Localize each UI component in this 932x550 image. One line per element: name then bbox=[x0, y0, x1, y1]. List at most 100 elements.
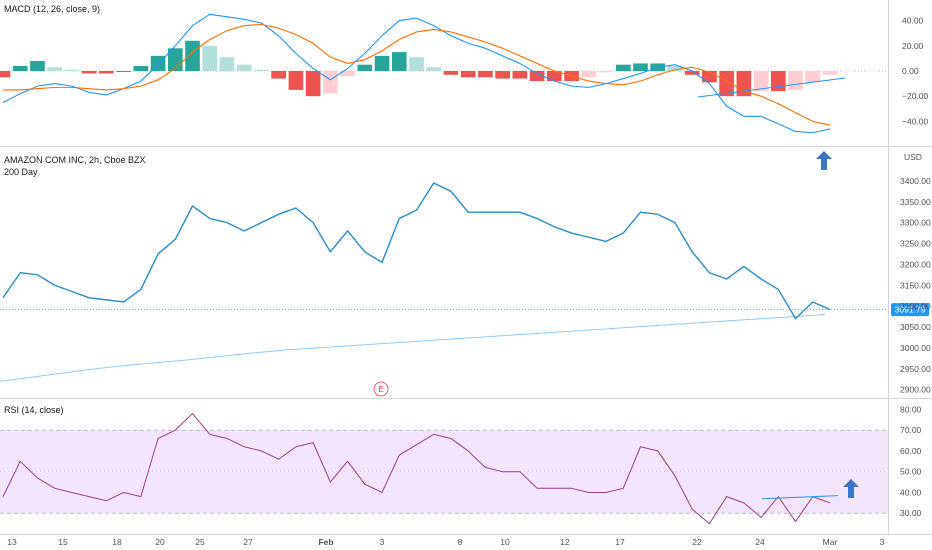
macd-histogram-bar bbox=[116, 71, 131, 72]
up-arrow-icon bbox=[816, 151, 832, 170]
macd-histogram-bar bbox=[667, 65, 683, 71]
last-price-label: 3091.79 bbox=[895, 305, 926, 315]
macd-histogram-bar bbox=[547, 71, 562, 82]
earnings-marker-icon[interactable] bbox=[373, 381, 389, 397]
macd-y-tick-label: −40.00 bbox=[902, 116, 929, 126]
macd-histogram-bar bbox=[426, 67, 442, 71]
macd-histogram-bar bbox=[805, 71, 821, 83]
price-title: AMAZON COM INC, 2h, Cboe BZX bbox=[4, 155, 146, 165]
price-y-tick-label: 3100.00 bbox=[900, 301, 931, 311]
macd-histogram-bar bbox=[340, 71, 355, 77]
last-price-tag bbox=[891, 303, 929, 317]
macd-line bbox=[2, 13, 831, 134]
macd-histogram-bar bbox=[219, 57, 235, 71]
macd-histogram-bar bbox=[512, 71, 528, 79]
rsi-y-tick-label: 40.00 bbox=[900, 487, 922, 497]
ma-label: 200 Day bbox=[4, 167, 38, 177]
rsi-y-tick-label: 50.00 bbox=[900, 467, 922, 477]
macd-histogram-bar bbox=[64, 69, 80, 71]
x-tick-label: 15 bbox=[58, 537, 68, 547]
macd-histogram-bar bbox=[374, 55, 390, 71]
macd-histogram-bar bbox=[99, 71, 114, 74]
macd-histogram-bar bbox=[615, 64, 631, 71]
x-tick-label: 27 bbox=[243, 537, 253, 547]
price-y-tick-label: 3200.00 bbox=[900, 259, 931, 269]
x-tick-label: 8 bbox=[458, 537, 463, 547]
price-y-tick-label: 3000.00 bbox=[900, 343, 931, 353]
x-tick-label: 13 bbox=[7, 537, 17, 547]
x-tick-label: Feb bbox=[318, 537, 333, 547]
macd-histogram-bar bbox=[788, 71, 803, 90]
price-y-tick-label: 3150.00 bbox=[900, 280, 931, 290]
x-tick-label: 17 bbox=[615, 537, 625, 547]
macd-histogram-bar bbox=[30, 60, 45, 71]
macd-signal-line bbox=[3, 23, 831, 126]
rsi-y-tick-label: 60.00 bbox=[900, 446, 922, 456]
rsi-up-arrow-icon bbox=[843, 479, 859, 498]
x-tick-label: 25 bbox=[195, 537, 205, 547]
macd-histogram-bar bbox=[719, 71, 734, 97]
rsi-y-tick-label: 70.00 bbox=[900, 425, 922, 435]
macd-histogram-bar bbox=[753, 71, 769, 92]
macd-histogram-bar bbox=[47, 67, 63, 71]
macd-histogram-bar bbox=[822, 71, 838, 75]
x-tick-label: 24 bbox=[755, 537, 765, 547]
macd-histogram-bar bbox=[323, 71, 338, 94]
x-tick-label: 3 bbox=[380, 537, 385, 547]
macd-histogram-bar bbox=[495, 71, 510, 79]
x-tick-label: 18 bbox=[112, 537, 122, 547]
macd-trendline-annotation bbox=[697, 77, 846, 98]
price-y-tick-label: 2900.00 bbox=[900, 385, 931, 395]
rsi-trendline-annotation bbox=[761, 495, 839, 500]
price-y-tick-label: 3350.00 bbox=[900, 197, 931, 207]
macd-histogram-bar bbox=[236, 64, 252, 71]
macd-histogram-bar bbox=[736, 71, 752, 97]
macd-y-tick-label: 20.00 bbox=[902, 41, 924, 51]
macd-histogram-bar bbox=[702, 71, 717, 83]
macd-y-tick-label: −20.00 bbox=[902, 91, 929, 101]
macd-y-tick-label: 40.00 bbox=[902, 16, 924, 26]
earnings-marker-label: E bbox=[378, 385, 383, 394]
macd-title: MACD (12, 26, close, 9) bbox=[4, 4, 100, 14]
price-y-tick-label: 3400.00 bbox=[900, 176, 931, 186]
macd-histogram-bar bbox=[150, 55, 166, 71]
rsi-y-tick-label: 30.00 bbox=[900, 508, 922, 518]
macd-histogram-bar bbox=[357, 64, 373, 71]
macd-histogram-bar bbox=[81, 71, 97, 74]
macd-histogram-bar bbox=[202, 45, 218, 71]
macd-histogram-bar bbox=[288, 71, 304, 90]
macd-histogram-bar bbox=[0, 71, 11, 78]
price-y-tick-label: 2950.00 bbox=[900, 364, 931, 374]
macd-histogram-bar bbox=[391, 52, 407, 71]
x-tick-label: 22 bbox=[692, 537, 702, 547]
price-line bbox=[2, 182, 831, 320]
currency-label: USD bbox=[904, 152, 922, 162]
price-y-tick-label: 3050.00 bbox=[900, 322, 931, 332]
macd-histogram-bar bbox=[443, 71, 459, 75]
macd-histogram-bar bbox=[478, 71, 493, 78]
macd-histogram-bar bbox=[460, 71, 476, 78]
macd-histogram-bar bbox=[633, 63, 648, 71]
macd-histogram-bar bbox=[598, 71, 614, 73]
price-y-tick-label: 3300.00 bbox=[900, 218, 931, 228]
x-tick-label: Mar bbox=[823, 537, 838, 547]
macd-histogram-bar bbox=[305, 71, 321, 97]
rsi-y-tick-label: 80.00 bbox=[900, 404, 922, 414]
ma-200-line bbox=[0, 313, 826, 382]
macd-histogram-bar bbox=[254, 69, 269, 71]
rsi-title: RSI (14, close) bbox=[4, 405, 64, 415]
macd-histogram-bar bbox=[133, 65, 149, 71]
macd-y-tick-label: 0.00 bbox=[902, 66, 919, 76]
x-tick-label: 10 bbox=[500, 537, 510, 547]
macd-histogram-bar bbox=[271, 71, 286, 79]
macd-histogram-bar bbox=[770, 71, 786, 92]
macd-histogram-bar bbox=[529, 71, 545, 82]
x-tick-label: 12 bbox=[560, 537, 570, 547]
macd-histogram-bar bbox=[12, 65, 28, 71]
macd-histogram-bar bbox=[684, 71, 700, 75]
macd-histogram-bar bbox=[409, 57, 424, 71]
x-tick-label: 3 bbox=[880, 537, 885, 547]
rsi-line bbox=[2, 413, 831, 525]
